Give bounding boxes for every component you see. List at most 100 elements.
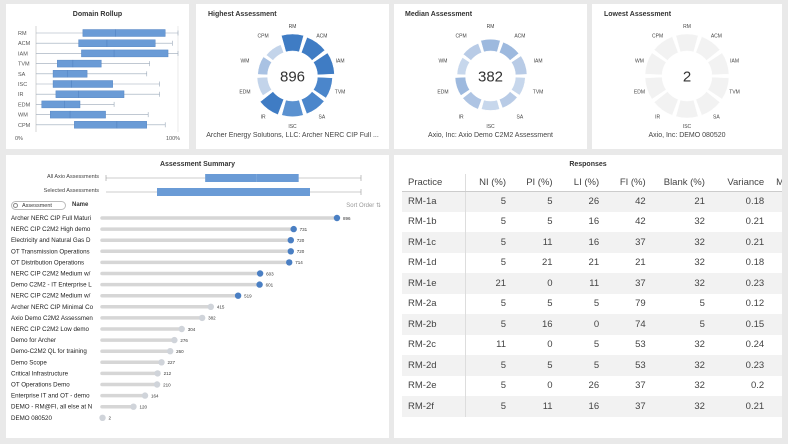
value-cell: 0.23	[710, 355, 771, 376]
lollipop-dot	[171, 336, 178, 344]
radial-segment	[644, 52, 667, 76]
value-cell: 11	[558, 273, 606, 294]
box-upper	[106, 39, 156, 47]
assessment-name: OT Distribution Operations	[11, 259, 84, 266]
value-cell: 79	[635, 298, 646, 310]
radial-segment	[300, 91, 325, 115]
box-upper	[69, 110, 106, 119]
lollipop-dot	[141, 392, 149, 399]
highest-assessment-title: Highest Assessment	[208, 11, 277, 18]
value-label: 276	[180, 338, 188, 343]
median-assessment-panel[interactable]: Median Assessment RM ACM IAM TVM SA ISC IR EDM W…	[394, 4, 587, 149]
practice-cell: RM-2f	[402, 396, 466, 417]
assessment-name: Enterprise IT and OT - demo	[11, 393, 90, 400]
column-header-practice[interactable]: Practice	[402, 174, 466, 192]
radial-label: WM	[439, 59, 448, 65]
table-row[interactable]: RM-2c 11 0 5 53 32 0.24	[402, 334, 782, 355]
radial-segment	[653, 91, 679, 116]
table-row[interactable]: RM-1c 5 11 16 37 32 0.21	[402, 232, 782, 253]
lollipop-dot	[153, 381, 161, 388]
table-row[interactable]: RM-2a 5 5 5 79 5 0.12	[402, 293, 782, 314]
highest-assessment-panel[interactable]: Highest Assessment RM ACM IAM TVM SA ISC IR EDM…	[196, 4, 389, 149]
domain-rollup-chart: RM ACM IAM TVM SA ISC IR EDM WM CPM	[18, 26, 179, 132]
column-header-ni[interactable]: NI (%)	[465, 174, 513, 192]
column-header-pi[interactable]: PI (%)	[512, 174, 559, 192]
value-cell: 5	[465, 232, 513, 253]
value-cell: 37	[605, 273, 652, 294]
assessment-name: Demo C2M2 - IT Enterprise L	[11, 282, 92, 289]
value-cell: 5	[512, 355, 559, 376]
radial-label: ACM	[514, 34, 525, 40]
radial-segment	[462, 91, 483, 110]
lollipop-dot	[256, 281, 263, 288]
value-label: 212	[164, 371, 172, 376]
lollipop-dot	[154, 370, 161, 377]
value-cell	[770, 314, 782, 335]
radial-segment	[498, 91, 518, 109]
value-cell: 0.12	[745, 298, 765, 310]
table-row[interactable]: RM-1b 5 5 16 42 32 0.21	[402, 211, 782, 232]
radial-label: TVM	[729, 89, 740, 95]
practice-cell: RM-2c	[402, 334, 466, 355]
value-cell: 26	[588, 380, 600, 392]
value-cell: 32	[651, 232, 711, 253]
lollipop-dot	[287, 248, 294, 255]
table-row[interactable]: RM-2e 5 0 26 37 32 0.2	[402, 375, 782, 396]
value-label: 2	[109, 416, 112, 421]
lowest-assessment-panel[interactable]: Lowest Assessment RM ACM IAM TVM SA ISC IR EDM W…	[592, 4, 782, 149]
table-row[interactable]: RM-2d 5 5 5 53 32 0.23	[402, 355, 782, 376]
domain-rollup-title: Domain Rollup	[72, 11, 123, 18]
value-cell: 5	[593, 298, 600, 310]
radial-label: SA	[319, 114, 326, 120]
column-header-blank[interactable]: Blank (%)	[651, 174, 711, 192]
value-cell: 11	[512, 232, 559, 253]
value-cell: 11	[496, 339, 507, 351]
column-header-me[interactable]: Me	[770, 174, 782, 192]
assessment-toggle[interactable]: Assessment	[11, 201, 66, 210]
responses-panel: Responses Practice NI (%) PI (%) LI (%) …	[394, 155, 782, 438]
category-label: RM	[18, 31, 27, 37]
table-row[interactable]: RM-1d 5 21 21 21 32 0.18	[402, 252, 782, 273]
table-row[interactable]: RM-2f 5 11 16 37 32 0.21	[402, 396, 782, 417]
value-cell: 32	[694, 380, 705, 392]
table-row[interactable]: RM-1e 21 0 11 37 32 0.23	[402, 273, 782, 294]
value-label: 720	[297, 238, 305, 243]
practice-cell: RM-2b	[402, 314, 466, 335]
radial-center	[466, 52, 515, 100]
table-row[interactable]: RM-1a 5 5 26 42 21 0.18	[402, 191, 782, 212]
radial-center	[663, 52, 711, 100]
radial-segment	[480, 38, 501, 53]
sort-order-control[interactable]: Sort Order ⇅	[346, 202, 381, 209]
responses-title: Responses	[569, 161, 607, 168]
value-cell: 37	[605, 232, 652, 253]
responses-table-wrapper[interactable]: Practice NI (%) PI (%) LI (%) FI (%) Bla…	[402, 174, 782, 438]
radial-label: CPM	[456, 34, 467, 40]
practice-cell: RM-2e	[402, 375, 466, 396]
assessment-summary-title: Assessment Summary	[159, 161, 236, 168]
category-label: CPM	[18, 123, 31, 129]
table-row[interactable]: RM-2b 5 16 0 74 5 0.15	[402, 314, 782, 335]
value-cell: 5	[500, 257, 507, 269]
box-upper	[116, 121, 147, 129]
radial-segment	[675, 33, 699, 53]
value-label: 120	[139, 405, 147, 410]
selected-box-upper	[225, 188, 310, 196]
column-header-variance[interactable]: Variance	[710, 174, 771, 192]
radial-segment	[653, 36, 679, 61]
radial-center	[268, 52, 317, 100]
value-cell: 5	[465, 396, 513, 417]
column-header-li[interactable]: LI (%)	[558, 174, 606, 192]
column-header-fi[interactable]: FI (%)	[605, 174, 652, 192]
lollipop-dot	[256, 270, 264, 277]
lowest-caption: Axio, Inc: DEMO 080520	[648, 132, 726, 139]
score-text: 896	[280, 69, 305, 86]
value-cell: 0	[558, 314, 606, 335]
box-lower	[78, 39, 108, 47]
value-cell: 0.24	[745, 339, 765, 351]
assessment-name: NERC CIP C2M2 Medium w/	[11, 293, 91, 300]
category-label: ISC	[18, 82, 27, 88]
box-lower	[52, 80, 72, 88]
box-lower	[57, 59, 74, 68]
radial-label: EDM	[239, 89, 250, 95]
lollipop-dot	[99, 414, 106, 421]
